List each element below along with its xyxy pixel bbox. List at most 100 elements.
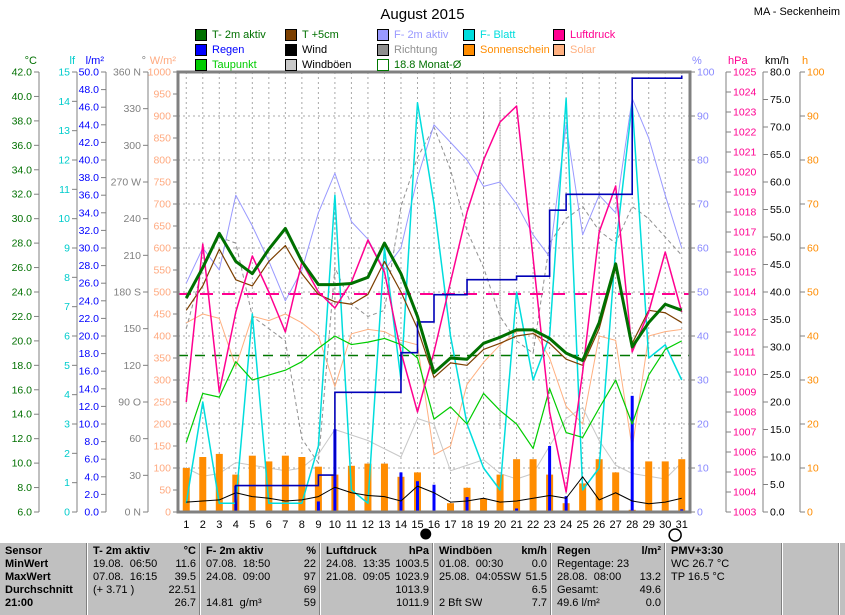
axis-tick-label: 60.0 (770, 177, 791, 189)
station-label: MA - Seckenheim (753, 6, 840, 18)
axis-tick-label: 1021 (733, 147, 757, 159)
axis-tick-label: lf (70, 55, 76, 67)
table-col-windb-en: Windböen km/h 01.08. 00:30 0.0 25.08. 04:05S… (434, 543, 550, 615)
legend-label: Windböen (302, 59, 352, 71)
axis-tick-label: 40.0 (770, 287, 791, 299)
series-wind (186, 476, 682, 505)
chart-legend: T- 2m aktiv T +5cm F- 2m aktiv F- Blatt Luft… (0, 0, 845, 80)
axis-tick-label: ° (142, 55, 146, 67)
axis-tick-label: 2 (64, 448, 70, 460)
axis-tick-label: 24.0 (12, 287, 33, 299)
axis-tick-label: 38.0 (79, 172, 100, 184)
legend-label: Richtung (394, 44, 438, 56)
axis-tick-label: 1023 (733, 107, 757, 119)
legend-item-taupunkt: Taupunkt (195, 59, 257, 71)
table-col-luftdruck: Luftdruck hPa 24.08. 13:35 1003.5 21.08. 09:… (321, 543, 432, 615)
legend-swatch (195, 44, 207, 56)
table-col-pmv-3-30: PMV+3:30 WC 26.7 °C TP 16.5 °C (666, 543, 781, 615)
axis-tick-label: 700 (153, 199, 171, 211)
axis-tick-label: 20.0 (12, 335, 33, 347)
axis-tick-label: 5 (64, 360, 70, 372)
axis-tick-label: 13 (58, 125, 70, 137)
axis-tick-label: 36.0 (79, 190, 100, 202)
axis-tick-label: 0 (165, 507, 171, 519)
legend-swatch (195, 59, 207, 71)
axis-tick-label: 17 (444, 519, 456, 531)
axis-tick-label: 1010 (733, 367, 757, 379)
table-header-cell: Regen l/m² (557, 545, 661, 557)
axis-tick-label: 34.0 (79, 207, 100, 219)
table-column-divider (319, 543, 321, 615)
axis-tick-label: 270 W (111, 177, 141, 189)
axis-tick-label: 25.0 (770, 369, 791, 381)
legend-item-t-5cm: T +5cm (285, 29, 339, 41)
legend-item-wind: Wind (285, 44, 327, 56)
axis-tick-label: 1000 (148, 67, 172, 79)
table-col-empty (783, 543, 838, 615)
legend-item-18-8-monat-: 18.8 Monat-Ø (377, 59, 461, 71)
bar-sonnenschein (248, 455, 256, 511)
legend-swatch (553, 29, 565, 41)
table-header-cell: Windböen km/h (439, 545, 547, 557)
axis-tick-label: 50.0 (79, 67, 100, 79)
plot-border (176, 70, 692, 514)
axis-tick-label: 14 (395, 519, 407, 531)
axis-tick-label: 28.0 (12, 238, 33, 250)
axis-tick-label: 20 (807, 419, 819, 431)
legend-swatch (377, 29, 389, 41)
axis-tick-label: 50 (697, 287, 709, 299)
table-cell: 14.81 g/m³ 59 (206, 597, 316, 609)
axis-tick-label: 1019 (733, 187, 757, 199)
bar-regen (515, 508, 519, 511)
axis-tick-label: 950 (153, 89, 171, 101)
axis-tick-label: 44.0 (79, 119, 100, 131)
axis-tick-label: 1 (64, 477, 70, 489)
axis-tick-label: 1011 (733, 347, 756, 359)
axis-tick-label: 120 (123, 360, 141, 372)
new-moon-icon (420, 528, 432, 540)
axis-tick-label: 60 (697, 243, 709, 255)
table-cell: MinWert (5, 558, 49, 570)
axis-tick-label: 1015 (733, 267, 757, 279)
axis-tick-label: 35.0 (770, 314, 791, 326)
axis-tick-label: 1004 (733, 487, 757, 499)
axis-tick-label: 30.0 (12, 213, 33, 225)
bar-sonnenschein (678, 459, 686, 511)
axis-tick-label: 360 N (113, 67, 141, 79)
bar-sonnenschein (480, 498, 488, 511)
axis-tick-label: 10 (807, 463, 819, 475)
legend-swatch (553, 44, 565, 56)
legend-label: T- 2m aktiv (212, 29, 266, 41)
axis-tick-label: 22.0 (12, 311, 33, 323)
axis-tick-label: 19 (477, 519, 489, 531)
bar-regen (630, 395, 634, 511)
table-cell: TP 16.5 °C (671, 571, 725, 583)
table-cell: 24.08. 13:35 1003.5 (326, 558, 429, 570)
axis-tick-label: 750 (153, 177, 171, 189)
table-header-cell: T- 2m aktiv °C (93, 545, 196, 557)
legend-label: Taupunkt (212, 59, 257, 71)
axis-tick-label: 24 (560, 519, 572, 531)
axis-tick-label: 1016 (733, 247, 757, 259)
bar-regen (465, 497, 469, 511)
axis-tick-label: 30 (129, 470, 141, 482)
axis-tick-label: 650 (153, 221, 171, 233)
axis-tick-label: 40.0 (12, 91, 33, 103)
legend-swatch (285, 59, 297, 71)
axis-tick-label: 330 (123, 103, 141, 115)
axis-tick-label: 30 (697, 375, 709, 387)
axis-tick-label: 15 (58, 67, 70, 79)
series-luftdruck (185, 105, 683, 493)
axis-tick-label: 21 (510, 519, 522, 531)
axis-tick-label: 800 (153, 155, 171, 167)
bar-sonnenschein (314, 466, 322, 511)
table-col-t-2m-aktiv: T- 2m aktiv °C 19.08. 06:50 11.6 07.08. 16:1… (88, 543, 199, 615)
table-cell: Gesamt: 49.6 (557, 584, 661, 596)
legend-item-windb-en: Windböen (285, 59, 352, 71)
axis-tick-label: 22 (527, 519, 539, 531)
legend-label: T +5cm (302, 29, 339, 41)
axis-tick-label: 18 (461, 519, 473, 531)
axis-tick-label: l/m² (86, 55, 105, 67)
axis-tick-label: 12.0 (79, 401, 100, 413)
